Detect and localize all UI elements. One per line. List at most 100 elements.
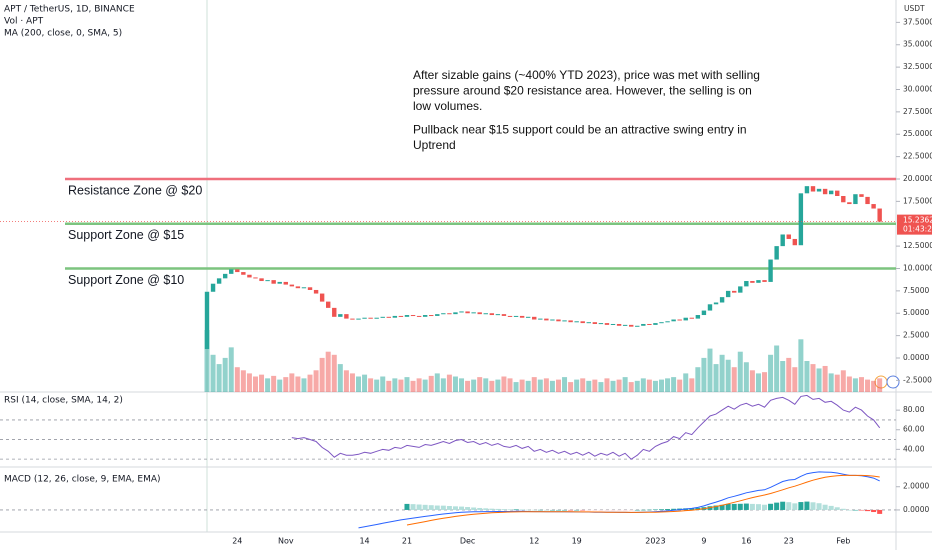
candle xyxy=(822,188,828,195)
volume-bar xyxy=(780,361,786,392)
histogram-bar xyxy=(495,508,501,510)
histogram-bar xyxy=(604,509,610,511)
histogram-bar xyxy=(549,509,555,511)
volume-bar xyxy=(665,378,671,392)
volume-bar xyxy=(531,377,537,392)
candle xyxy=(629,324,634,327)
volume-bar xyxy=(628,382,634,392)
candle xyxy=(362,317,367,319)
volume-bar xyxy=(386,380,392,392)
candle xyxy=(235,269,240,273)
candle xyxy=(847,202,852,205)
volume-bar xyxy=(810,364,816,392)
volume-bar xyxy=(652,380,658,392)
volume-bar xyxy=(271,375,277,392)
volume-bar xyxy=(755,373,761,392)
x-tick-label: 24 xyxy=(232,537,242,546)
candle xyxy=(604,323,610,325)
volume-bar xyxy=(210,354,216,392)
histogram-bar xyxy=(459,506,465,510)
histogram-bar xyxy=(865,509,871,512)
histogram-bar xyxy=(598,509,604,511)
candle xyxy=(556,319,561,322)
volume-bar xyxy=(465,380,471,392)
volume-bar xyxy=(216,364,222,392)
candle xyxy=(374,317,379,319)
symbol-title: APT / TetherUS, 1D, BINANCE xyxy=(4,5,135,15)
candle xyxy=(568,320,573,323)
candle xyxy=(665,321,670,323)
histogram-bar xyxy=(774,502,780,510)
histogram-bar xyxy=(768,503,774,510)
candle xyxy=(307,287,313,290)
candle xyxy=(459,311,464,313)
candle xyxy=(713,302,719,305)
candle xyxy=(538,318,543,320)
volume-bar xyxy=(343,370,349,392)
volume-bar xyxy=(277,379,283,392)
candle xyxy=(780,234,785,247)
volume-bar xyxy=(337,364,343,392)
histogram-bar xyxy=(628,509,634,511)
volume-bar xyxy=(356,376,361,392)
candle xyxy=(732,290,737,293)
volume-bar xyxy=(410,380,416,392)
candle xyxy=(828,190,834,195)
candle xyxy=(804,186,810,194)
histogram-bar xyxy=(877,509,883,514)
x-tick-label: 16 xyxy=(741,537,751,546)
candle xyxy=(550,319,555,321)
volume-bar xyxy=(846,376,852,392)
candle xyxy=(810,186,816,192)
histogram-bar xyxy=(507,509,513,510)
histogram-bar xyxy=(858,509,864,511)
volume-bar xyxy=(459,378,465,392)
volume-bar xyxy=(774,345,780,392)
histogram-bar xyxy=(822,504,828,510)
histogram-bar xyxy=(725,503,731,510)
candle xyxy=(616,323,622,326)
rsi-line xyxy=(291,394,881,460)
histogram-bar xyxy=(489,508,495,510)
candle xyxy=(677,319,682,321)
candle xyxy=(635,325,640,327)
histogram-bar xyxy=(659,509,664,510)
volume-bar xyxy=(283,377,289,392)
candle xyxy=(574,321,579,323)
y-tick-label: 10.0000 xyxy=(903,263,932,272)
y-tick-label: 22.5000 xyxy=(903,152,932,161)
volume-bar xyxy=(749,370,755,392)
volume-bar xyxy=(513,382,519,392)
y-tick-label: 37.5000 xyxy=(903,17,932,26)
volume-bar xyxy=(543,378,549,392)
volume-bar xyxy=(440,378,446,392)
volume-bar xyxy=(252,376,258,392)
y-tick-label: 30.0000 xyxy=(903,84,932,93)
currency-label: USDT xyxy=(904,4,925,13)
y-tick-label: 60.00 xyxy=(903,425,925,434)
volume-bar xyxy=(701,357,707,392)
price-axis: 37.5000 35.0000 32.5000 30.0000 27.5000 25.00… xyxy=(896,17,932,514)
y-tick-label: 80.00 xyxy=(903,405,925,414)
candle xyxy=(671,319,676,322)
candle xyxy=(877,208,882,222)
volume-bar xyxy=(858,377,864,392)
histogram-bar xyxy=(574,509,580,511)
volume-bar xyxy=(592,379,598,392)
histogram-bar xyxy=(555,509,561,511)
candle xyxy=(295,286,301,289)
candle xyxy=(410,315,416,317)
volume-bar xyxy=(568,382,574,392)
histogram-bar xyxy=(592,509,598,511)
histogram-bar xyxy=(792,503,798,510)
histogram-bar xyxy=(695,507,701,510)
histogram-bar xyxy=(562,509,568,511)
candle xyxy=(871,204,876,209)
volume-bar xyxy=(743,362,749,392)
histogram-bar xyxy=(786,502,792,510)
annotation-line: Pullback near $15 support could be an at… xyxy=(413,123,747,137)
histogram-bar xyxy=(665,509,671,510)
candle xyxy=(859,194,864,197)
volume-bar xyxy=(434,373,440,392)
